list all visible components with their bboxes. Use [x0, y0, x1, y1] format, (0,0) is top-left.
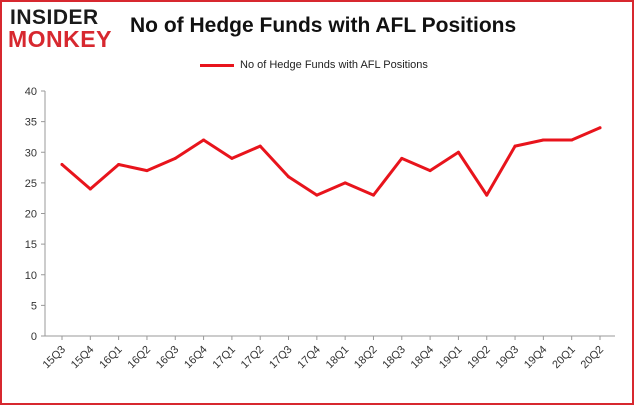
x-tick-label: 16Q1 — [97, 344, 125, 372]
insider-monkey-logo: INSIDER MONKEY — [8, 6, 122, 52]
data-point — [258, 144, 262, 148]
series-line-0 — [60, 126, 602, 197]
data-point — [570, 138, 574, 142]
y-tick-label: 35 — [25, 117, 37, 129]
y-ticks: 0 5 10 15 20 25 30 35 40 — [25, 86, 45, 343]
y-tick-label: 5 — [31, 300, 37, 312]
y-tick-label: 20 — [25, 209, 37, 221]
x-tick-label: 18Q2 — [352, 344, 380, 372]
data-point — [513, 144, 517, 148]
x-tick-label: 19Q1 — [437, 344, 465, 372]
x-tick-label: 18Q1 — [324, 344, 352, 372]
x-tick-label: 16Q4 — [182, 344, 210, 372]
data-point — [485, 193, 489, 197]
x-tick-label: 18Q4 — [409, 344, 437, 372]
data-point — [88, 187, 92, 191]
data-point — [60, 163, 64, 166]
legend-label: No of Hedge Funds with AFL Positions — [240, 59, 428, 71]
data-point — [371, 193, 375, 197]
data-point — [202, 138, 206, 142]
x-tick-label: 17Q3 — [267, 344, 295, 372]
y-tick-label: 25 — [25, 178, 37, 190]
y-tick-label: 30 — [25, 147, 37, 159]
data-point — [541, 138, 545, 142]
chart-title: No of Hedge Funds with AFL Positions — [130, 14, 517, 37]
y-tick-label: 0 — [31, 331, 37, 343]
data-point — [117, 163, 121, 166]
legend-swatch — [200, 63, 234, 67]
logo-text-top: INSIDER — [10, 6, 99, 29]
axes — [44, 91, 615, 337]
data-point — [145, 169, 149, 173]
x-ticks: 15Q3 15Q4 16Q1 16Q2 16Q3 16Q4 17Q1 17Q2 17Q3 17Q4… — [41, 336, 607, 372]
x-tick-label: 20Q1 — [550, 344, 578, 372]
data-point — [343, 181, 347, 185]
y-tick-label: 15 — [25, 239, 37, 251]
logo-text-bottom: MONKEY — [8, 26, 112, 52]
x-tick-label: 19Q3 — [494, 344, 522, 372]
chart-legend: No of Hedge Funds with AFL Positions — [200, 57, 428, 73]
x-tick-label: 17Q2 — [239, 344, 267, 372]
x-tick-label: 15Q4 — [69, 344, 97, 372]
y-tick-label: 40 — [25, 86, 37, 98]
x-tick-label: 19Q2 — [465, 344, 493, 372]
x-tick-label: 17Q4 — [295, 344, 323, 372]
data-point — [456, 150, 460, 154]
data-point — [400, 156, 404, 160]
data-point — [230, 156, 234, 160]
x-tick-label: 17Q1 — [210, 344, 238, 372]
series-group — [60, 126, 602, 197]
y-tick-label: 10 — [25, 270, 37, 282]
data-point — [315, 193, 319, 197]
data-point — [173, 156, 177, 160]
x-tick-label: 15Q3 — [41, 344, 69, 372]
x-tick-label: 16Q3 — [154, 344, 182, 372]
x-tick-label: 18Q3 — [380, 344, 408, 372]
x-tick-label: 19Q4 — [522, 344, 550, 372]
data-point — [428, 169, 432, 173]
x-tick-label: 20Q2 — [579, 344, 607, 372]
data-point — [598, 126, 602, 130]
data-point — [287, 175, 291, 179]
x-tick-label: 16Q2 — [126, 344, 154, 372]
